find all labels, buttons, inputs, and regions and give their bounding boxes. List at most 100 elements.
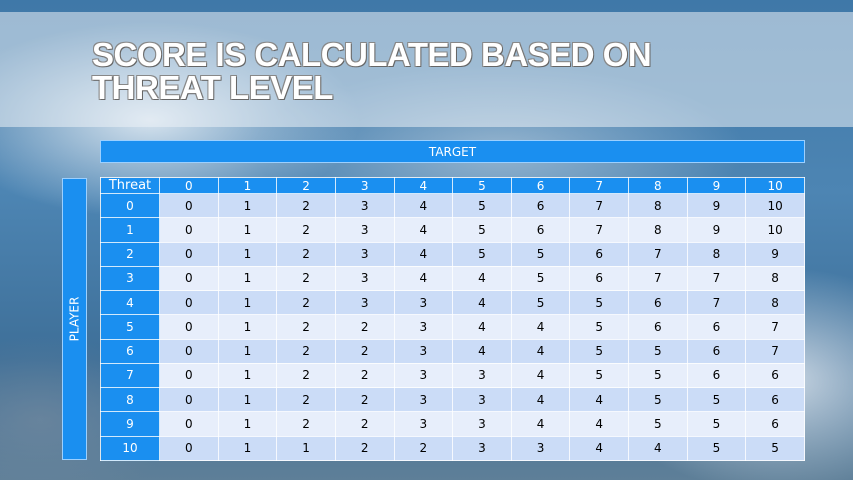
score-cell: 6 xyxy=(745,387,805,413)
score-cell: 8 xyxy=(745,265,805,292)
slide-title: Score is calculated based on threat leve… xyxy=(92,36,652,106)
score-cell: 6 xyxy=(510,192,571,219)
score-cell: 5 xyxy=(510,290,571,316)
score-cell: 6 xyxy=(686,314,747,340)
table-header-row: Threat 0 1 2 3 4 5 6 7 8 9 10 xyxy=(100,177,805,194)
score-cell: 6 xyxy=(686,338,747,364)
score-cell: 2 xyxy=(276,217,336,243)
column-header: 7 xyxy=(569,177,629,194)
column-header: 2 xyxy=(276,177,336,194)
score-cell: 1 xyxy=(217,435,278,462)
score-cell: 7 xyxy=(745,338,805,364)
score-cell: 4 xyxy=(393,241,454,267)
column-header: 6 xyxy=(510,177,571,194)
score-cell: 0 xyxy=(159,192,219,219)
score-cell: 7 xyxy=(628,265,688,292)
score-cell: 5 xyxy=(686,411,747,437)
score-cell: 10 xyxy=(745,192,805,219)
score-cell: 4 xyxy=(393,192,454,219)
score-cell: 5 xyxy=(452,241,512,267)
score-cell: 1 xyxy=(217,290,278,316)
score-cell: 2 xyxy=(276,290,336,316)
score-cell: 5 xyxy=(745,435,805,462)
score-cell: 1 xyxy=(217,314,278,340)
score-table: Threat 0 1 2 3 4 5 6 7 8 9 10 0 0 1 2 3 4 5 6 7 8 9 10 1 0 1 2 3 4 5… xyxy=(100,177,805,462)
score-cell: 7 xyxy=(745,314,805,340)
score-cell: 3 xyxy=(393,314,454,340)
score-cell: 9 xyxy=(745,241,805,267)
score-cell: 3 xyxy=(510,435,571,462)
column-header: 5 xyxy=(452,177,512,194)
score-cell: 5 xyxy=(569,338,629,364)
score-cell: 6 xyxy=(510,217,571,243)
score-cell: 3 xyxy=(393,387,454,413)
score-cell: 3 xyxy=(452,362,512,389)
score-cell: 1 xyxy=(217,192,278,219)
score-cell: 0 xyxy=(159,387,219,413)
table-row: 1 0 1 2 3 4 5 6 7 8 9 10 xyxy=(100,217,805,243)
row-header: 2 xyxy=(100,241,160,267)
score-cell: 7 xyxy=(569,217,629,243)
row-header: 8 xyxy=(100,387,160,413)
score-cell: 4 xyxy=(569,387,629,413)
row-header: 10 xyxy=(100,435,160,462)
corner-header: Threat xyxy=(100,177,160,194)
score-cell: 3 xyxy=(334,265,395,292)
score-cell: 0 xyxy=(159,435,219,462)
score-cell: 2 xyxy=(276,314,336,340)
score-cell: 2 xyxy=(276,338,336,364)
score-cell: 4 xyxy=(628,435,688,462)
score-cell: 5 xyxy=(686,435,747,462)
score-cell: 1 xyxy=(217,387,278,413)
score-cell: 7 xyxy=(569,192,629,219)
row-header: 6 xyxy=(100,338,160,364)
player-label-text: PLAYER xyxy=(67,296,82,342)
title-band xyxy=(0,12,853,127)
target-axis-label: TARGET xyxy=(100,140,805,163)
row-header: 4 xyxy=(100,290,160,316)
score-cell: 4 xyxy=(452,290,512,316)
score-cell: 4 xyxy=(569,411,629,437)
score-cell: 5 xyxy=(452,217,512,243)
score-cell: 3 xyxy=(334,290,395,316)
score-cell: 4 xyxy=(569,435,629,462)
score-cell: 3 xyxy=(393,411,454,437)
score-cell: 1 xyxy=(217,265,278,292)
score-cell: 2 xyxy=(276,362,336,389)
column-header: 0 xyxy=(159,177,219,194)
score-cell: 0 xyxy=(159,241,219,267)
row-header: 5 xyxy=(100,314,160,340)
score-cell: 1 xyxy=(217,217,278,243)
score-cell: 10 xyxy=(745,217,805,243)
score-cell: 4 xyxy=(510,411,571,437)
score-cell: 7 xyxy=(686,290,747,316)
score-cell: 0 xyxy=(159,290,219,316)
score-cell: 3 xyxy=(334,217,395,243)
score-cell: 2 xyxy=(276,192,336,219)
column-header: 1 xyxy=(217,177,278,194)
score-cell: 3 xyxy=(452,387,512,413)
score-cell: 5 xyxy=(510,265,571,292)
score-cell: 6 xyxy=(628,314,688,340)
table-row: 0 0 1 2 3 4 5 6 7 8 9 10 xyxy=(100,192,805,219)
score-cell: 2 xyxy=(334,314,395,340)
score-cell: 4 xyxy=(452,338,512,364)
row-header: 7 xyxy=(100,362,160,389)
score-cell: 4 xyxy=(510,338,571,364)
score-cell: 9 xyxy=(686,217,747,243)
score-cell: 5 xyxy=(686,387,747,413)
score-cell: 3 xyxy=(334,241,395,267)
score-cell: 2 xyxy=(334,362,395,389)
score-cell: 2 xyxy=(334,435,395,462)
score-cell: 1 xyxy=(217,241,278,267)
score-cell: 5 xyxy=(628,338,688,364)
score-cell: 7 xyxy=(628,241,688,267)
score-cell: 0 xyxy=(159,338,219,364)
score-cell: 3 xyxy=(393,338,454,364)
score-cell: 5 xyxy=(452,192,512,219)
score-cell: 6 xyxy=(628,290,688,316)
